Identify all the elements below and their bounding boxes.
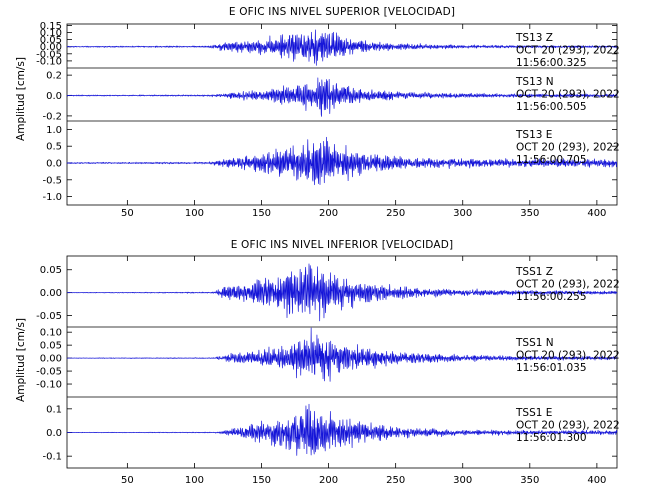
y-axis-label: Amplitud [cm/s] xyxy=(15,57,27,141)
station-label: TSS1 E xyxy=(515,407,552,419)
panel-frame xyxy=(66,23,618,206)
y-tick-label: -0.5 xyxy=(42,175,62,186)
y-tick-label: 0.0 xyxy=(46,91,62,102)
y-tick-label: 0.10 xyxy=(40,28,62,39)
panel-title: E OFIC INS NIVEL SUPERIOR [VELOCIDAD] xyxy=(229,6,455,18)
panel-frame xyxy=(66,255,618,469)
y-tick-label: 0.15 xyxy=(40,21,62,32)
time-label: 11:56:01.035 xyxy=(516,362,587,374)
panel-group-1: E OFIC INS NIVEL SUPERIOR [VELOCIDAD] 0.1… xyxy=(15,6,620,219)
station-label: TS13 N xyxy=(515,76,554,88)
y-tick-label: 0.00 xyxy=(40,354,62,365)
x-tick-label: 250 xyxy=(386,208,405,219)
waveform-line xyxy=(66,29,618,66)
time-label: 11:56:00.325 xyxy=(516,57,587,69)
y-tick-label: 0.00 xyxy=(40,288,62,299)
time-label: 11:56:00.705 xyxy=(516,154,587,166)
station-label: TSS1 Z xyxy=(515,266,553,278)
time-label: 11:56:00.255 xyxy=(516,291,587,303)
y-tick-label: -0.05 xyxy=(36,311,62,322)
y-tick-label: 0.00 xyxy=(40,42,62,53)
y-tick-label: -0.1 xyxy=(42,452,62,463)
station-label: TSS1 N xyxy=(515,337,554,349)
date-label: OCT 20 (293), 2022 xyxy=(516,279,620,291)
y-tick-label: 0.1 xyxy=(46,404,62,415)
date-label: OCT 20 (293), 2022 xyxy=(516,350,620,362)
x-tick-label: 200 xyxy=(319,475,338,486)
waveform-line xyxy=(66,77,618,117)
y-axis-label: Amplitud [cm/s] xyxy=(15,318,27,402)
x-tick-label: 150 xyxy=(252,475,271,486)
date-label: OCT 20 (293), 2022 xyxy=(516,420,620,432)
y-tick-label: -0.10 xyxy=(36,380,62,391)
y-tick-label: 0.10 xyxy=(40,328,62,339)
time-label: 11:56:00.505 xyxy=(516,101,587,113)
x-tick-label: 400 xyxy=(587,475,606,486)
time-label: 11:56:01.300 xyxy=(516,432,587,444)
y-tick-label: -0.10 xyxy=(36,56,62,67)
y-tick-label: -0.05 xyxy=(36,367,62,378)
station-label: TS13 E xyxy=(515,129,552,141)
x-tick-label: 50 xyxy=(121,208,134,219)
y-tick-label: 0.0 xyxy=(46,159,62,170)
x-tick-label: 100 xyxy=(185,208,204,219)
panel-title: E OFIC INS NIVEL INFERIOR [VELOCIDAD] xyxy=(231,239,454,251)
x-tick-label: 250 xyxy=(386,475,405,486)
y-tick-label: 0.5 xyxy=(46,142,62,153)
waveform-line xyxy=(66,263,618,322)
y-tick-label: 0.05 xyxy=(40,265,62,276)
x-tick-label: 50 xyxy=(121,475,134,486)
y-tick-label: 0.05 xyxy=(40,35,62,46)
date-label: OCT 20 (293), 2022 xyxy=(516,45,620,57)
waveform-line xyxy=(66,136,618,186)
waveform-line xyxy=(66,327,618,382)
waveform-line xyxy=(66,403,618,456)
y-tick-label: -0.05 xyxy=(36,49,62,60)
x-tick-label: 200 xyxy=(319,208,338,219)
date-label: OCT 20 (293), 2022 xyxy=(516,89,620,101)
x-tick-label: 100 xyxy=(185,475,204,486)
date-label: OCT 20 (293), 2022 xyxy=(516,142,620,154)
x-tick-label: 300 xyxy=(453,208,472,219)
y-tick-label: 1.0 xyxy=(46,125,62,136)
x-tick-label: 400 xyxy=(587,208,606,219)
x-tick-label: 150 xyxy=(252,208,271,219)
panel-group-2: E OFIC INS NIVEL INFERIOR [VELOCIDAD] 0.0… xyxy=(15,239,620,486)
y-tick-label: -1.0 xyxy=(42,192,62,203)
y-tick-label: 0.0 xyxy=(46,428,62,439)
y-tick-label: 0.2 xyxy=(46,71,62,82)
y-tick-label: -0.2 xyxy=(42,111,62,122)
x-tick-label: 350 xyxy=(520,475,539,486)
x-tick-label: 350 xyxy=(520,208,539,219)
station-label: TS13 Z xyxy=(515,32,553,44)
x-tick-label: 300 xyxy=(453,475,472,486)
y-tick-label: 0.05 xyxy=(40,341,62,352)
